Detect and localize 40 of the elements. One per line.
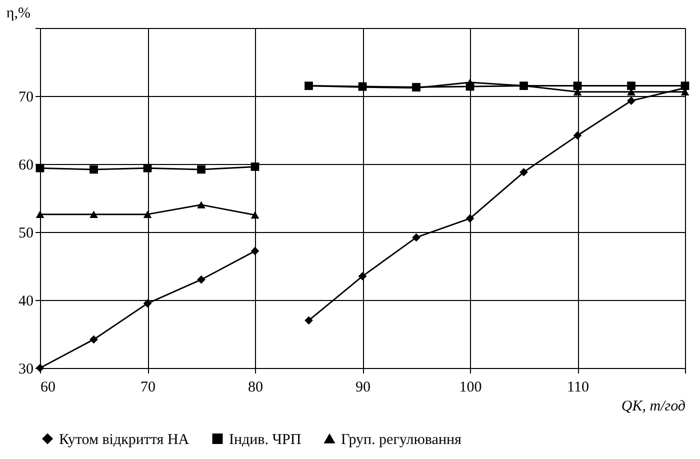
point [304, 316, 313, 325]
point [520, 168, 528, 176]
point [143, 210, 152, 218]
point [466, 78, 474, 86]
y-tick-label: 70 [18, 90, 34, 106]
y-tick-label: 60 [18, 158, 34, 174]
x-tick-label: 80 [248, 380, 263, 396]
point [250, 246, 260, 256]
x-axis-title: QK, т/год [621, 398, 686, 414]
x-tick-label: 100 [459, 380, 482, 396]
x-tick-label: 70 [140, 380, 156, 396]
point [36, 210, 44, 218]
point [197, 275, 206, 284]
point [143, 164, 152, 172]
point [197, 201, 206, 208]
x-tick-label: 90 [356, 380, 370, 396]
x-tick-label: 60 [40, 380, 56, 396]
y-tick-label: 50 [18, 226, 34, 242]
point [466, 214, 474, 223]
legend-label: Кутом відкриття НА [59, 432, 190, 448]
x-tick-label: 110 [567, 380, 589, 396]
y-axis-title: η,% [6, 6, 30, 22]
point [680, 82, 690, 90]
y-tick-label: 30 [18, 362, 34, 378]
y-tick-label: 40 [18, 294, 34, 310]
point [573, 82, 582, 90]
point [90, 165, 98, 174]
point [197, 165, 206, 174]
legend-label: Індив. ЧРП [229, 432, 302, 448]
point [90, 210, 98, 218]
point [250, 211, 260, 219]
point [250, 162, 260, 171]
point [627, 82, 636, 90]
point [358, 272, 367, 280]
legend-label: Груп. регулювання [341, 432, 462, 448]
point [143, 299, 152, 308]
point [412, 233, 420, 242]
point [627, 96, 636, 105]
point [573, 131, 582, 140]
point [90, 335, 98, 344]
